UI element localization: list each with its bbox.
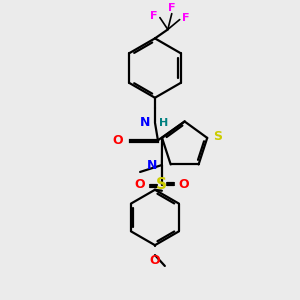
Text: O: O bbox=[135, 178, 146, 191]
Text: N: N bbox=[147, 158, 157, 172]
Text: F: F bbox=[168, 3, 176, 13]
Text: N: N bbox=[140, 116, 150, 129]
Text: S: S bbox=[156, 177, 167, 192]
Text: O: O bbox=[150, 254, 160, 267]
Text: S: S bbox=[213, 130, 222, 143]
Text: F: F bbox=[182, 13, 189, 22]
Text: O: O bbox=[113, 134, 123, 147]
Text: F: F bbox=[150, 11, 158, 21]
Text: O: O bbox=[178, 178, 189, 191]
Text: H: H bbox=[159, 118, 168, 128]
